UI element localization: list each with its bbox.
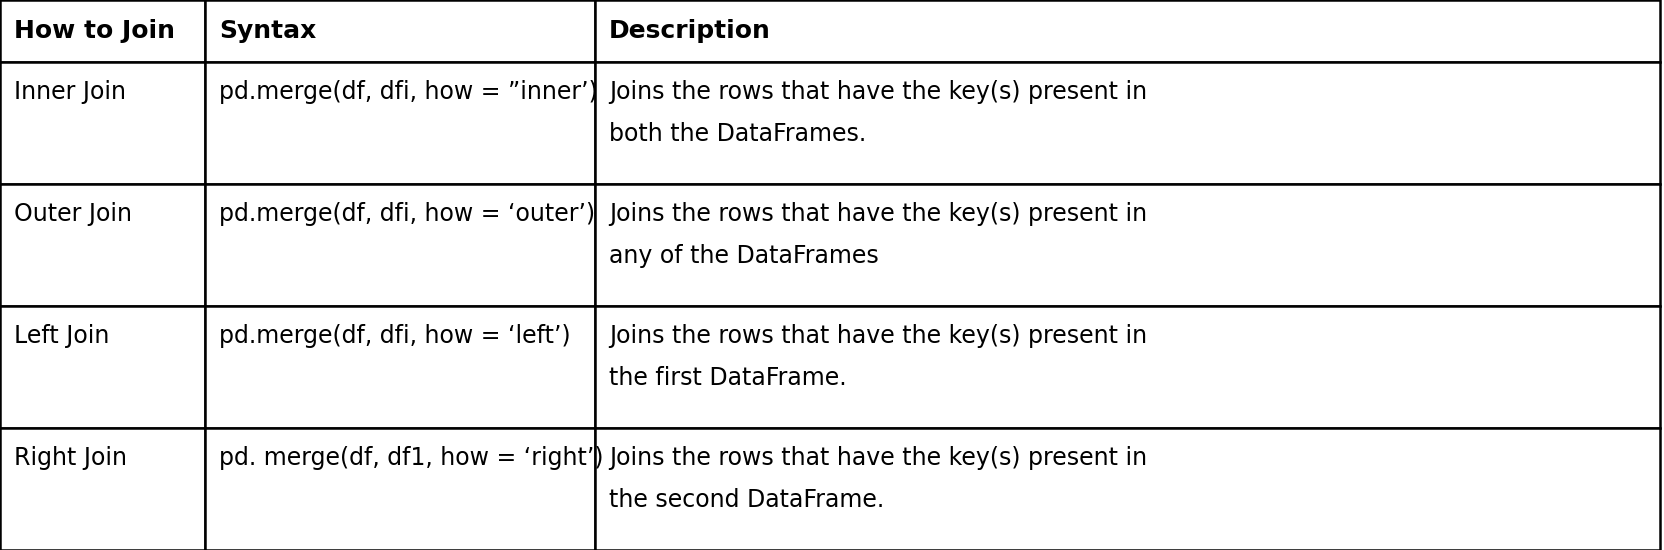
- Text: Joins the rows that have the key(s) present in: Joins the rows that have the key(s) pres…: [609, 80, 1146, 104]
- Text: Syntax: Syntax: [220, 19, 316, 43]
- Bar: [594, 0, 1659, 62]
- Text: the second DataFrame.: the second DataFrame.: [609, 488, 884, 512]
- Bar: [205, 62, 594, 184]
- Bar: [0, 428, 205, 550]
- Bar: [594, 428, 1659, 550]
- Bar: [205, 428, 594, 550]
- Text: pd.merge(df, dfi, how = ‘left’): pd.merge(df, dfi, how = ‘left’): [220, 324, 571, 348]
- Bar: [594, 62, 1659, 184]
- Text: both the DataFrames.: both the DataFrames.: [609, 122, 865, 146]
- Text: any of the DataFrames: any of the DataFrames: [609, 244, 879, 268]
- Text: Description: Description: [609, 19, 770, 43]
- Bar: [0, 184, 205, 306]
- Text: Joins the rows that have the key(s) present in: Joins the rows that have the key(s) pres…: [609, 324, 1146, 348]
- Text: pd. merge(df, df1, how = ‘right’): pd. merge(df, df1, how = ‘right’): [220, 446, 602, 470]
- Bar: [205, 0, 594, 62]
- Text: the first DataFrame.: the first DataFrame.: [609, 366, 845, 390]
- Text: Left Join: Left Join: [13, 324, 110, 348]
- Bar: [594, 184, 1659, 306]
- Bar: [205, 184, 594, 306]
- Bar: [0, 0, 205, 62]
- Text: How to Join: How to Join: [13, 19, 175, 43]
- Text: pd.merge(df, dfi, how = ”inner’): pd.merge(df, dfi, how = ”inner’): [220, 80, 597, 104]
- Text: Joins the rows that have the key(s) present in: Joins the rows that have the key(s) pres…: [609, 446, 1146, 470]
- Bar: [0, 306, 205, 428]
- Text: pd.merge(df, dfi, how = ‘outer’): pd.merge(df, dfi, how = ‘outer’): [220, 202, 594, 226]
- Text: Outer Join: Outer Join: [13, 202, 131, 226]
- Bar: [594, 306, 1659, 428]
- Bar: [0, 62, 205, 184]
- Text: Joins the rows that have the key(s) present in: Joins the rows that have the key(s) pres…: [609, 202, 1146, 226]
- Bar: [205, 306, 594, 428]
- Text: Right Join: Right Join: [13, 446, 126, 470]
- Text: Inner Join: Inner Join: [13, 80, 126, 104]
